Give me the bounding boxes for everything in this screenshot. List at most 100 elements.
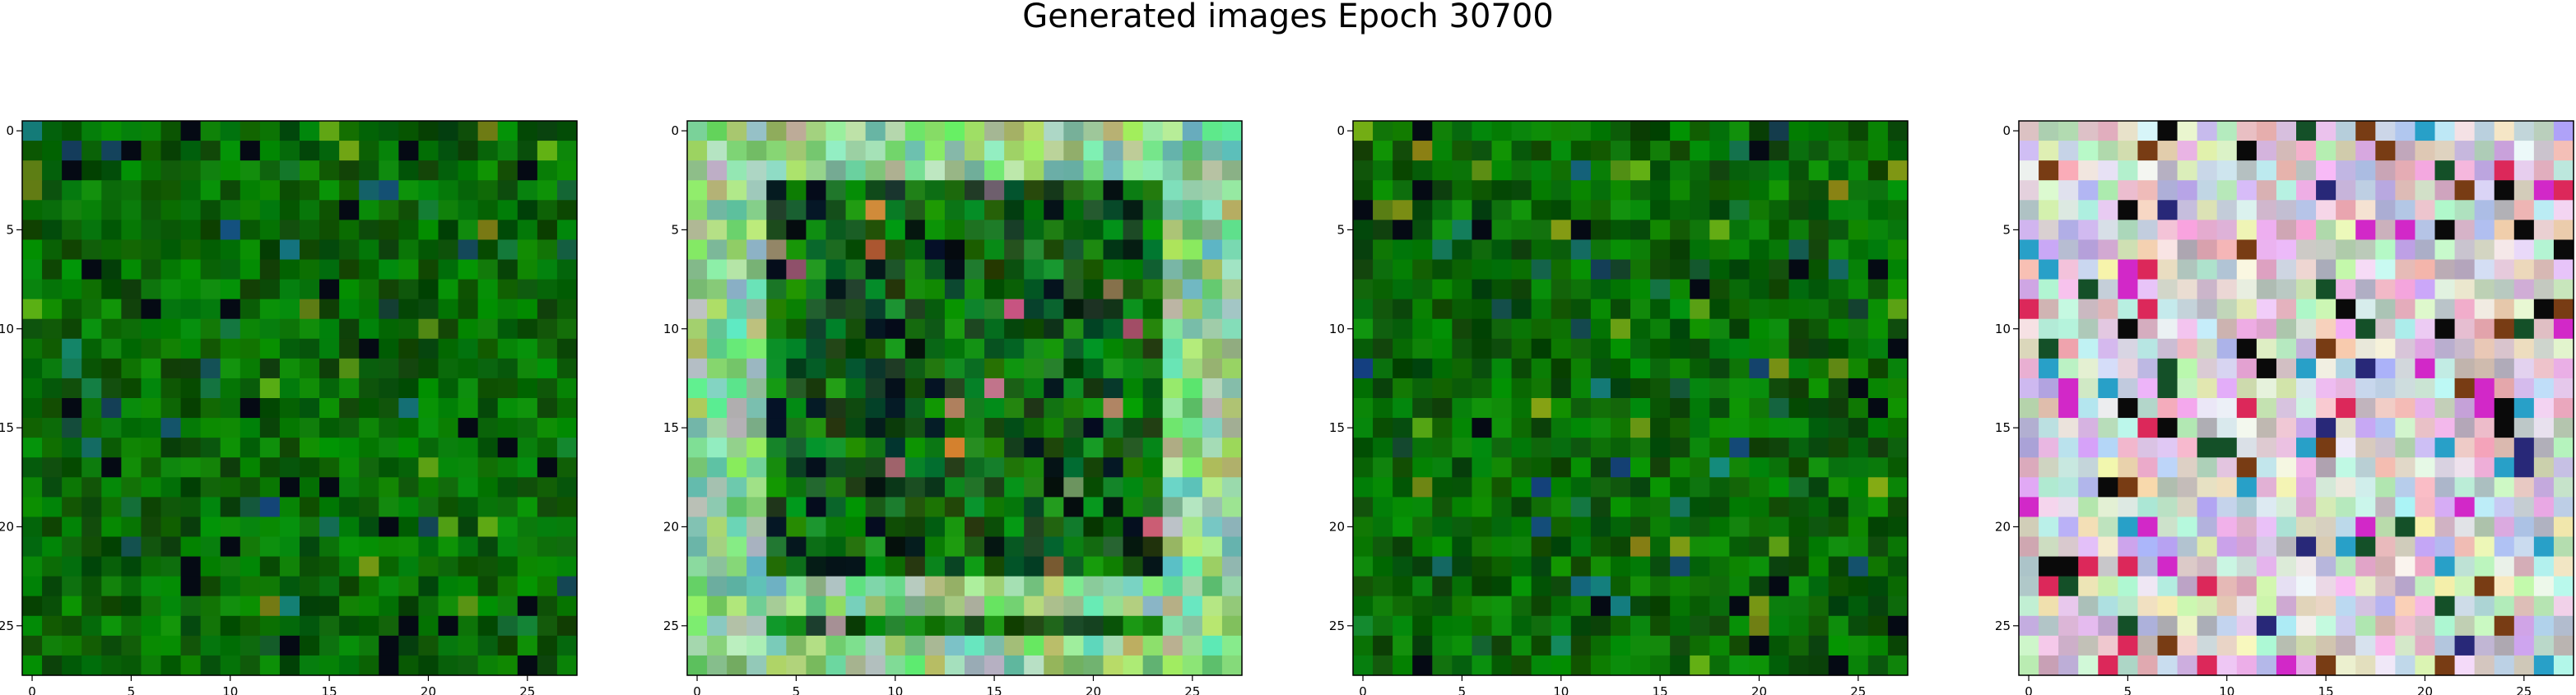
pixel-cell: [727, 279, 747, 300]
pixel-cell: [2474, 497, 2495, 518]
axes-frame: [21, 120, 578, 676]
y-tick-label: 0: [2002, 123, 2011, 138]
pixel-cell: [2454, 576, 2476, 597]
pixel-cell: [300, 259, 320, 280]
pixel-cell: [2454, 378, 2476, 399]
pixel-cell: [537, 279, 558, 300]
pixel-cell: [1432, 220, 1453, 241]
pixel-cell: [2256, 378, 2277, 399]
pixel-cell: [220, 220, 241, 241]
x-tick-label: 5: [128, 684, 136, 695]
pixel-cell: [2513, 457, 2535, 478]
pixel-cell: [2019, 180, 2039, 201]
pixel-cell: [1887, 180, 1909, 201]
pixel-cell: [2415, 220, 2436, 241]
pixel-cell: [2533, 160, 2555, 181]
pixel-cell: [806, 338, 827, 359]
pixel-cell: [1491, 180, 1513, 201]
pixel-cell: [845, 358, 867, 379]
pixel-cell: [239, 556, 261, 577]
pixel-cell: [379, 438, 399, 458]
pixel-cell: [1670, 338, 1690, 359]
pixel-cell: [121, 398, 142, 419]
pixel-cell: [556, 318, 578, 340]
pixel-cell: [924, 239, 946, 261]
pixel-cell: [1828, 239, 1849, 261]
pixel-cell: [2375, 477, 2396, 498]
pixel-cell: [1024, 299, 1044, 320]
pixel-cell: [1709, 220, 1730, 241]
pixel-cell: [1103, 299, 1124, 320]
pixel-cell: [1083, 536, 1104, 558]
pixel-cell: [259, 200, 281, 220]
pixel-cell: [1024, 595, 1044, 617]
pixel-cell: [1412, 536, 1433, 558]
pixel-cell: [477, 160, 499, 181]
pixel-cell: [220, 318, 241, 340]
y-tick-label: 20: [663, 519, 679, 534]
pixel-cell: [379, 398, 399, 419]
pixel-cell: [845, 338, 867, 359]
pixel-cell: [1472, 457, 1493, 478]
pixel-cell: [418, 160, 439, 181]
pixel-cell: [2137, 497, 2159, 518]
pixel-cell: [239, 239, 261, 261]
pixel-cell: [2177, 477, 2198, 498]
pixel-cell: [418, 536, 439, 558]
pixel-cell: [279, 318, 300, 340]
pixel-cell: [319, 438, 340, 458]
pixel-cell: [1630, 497, 1651, 518]
pixel-cell: [1024, 398, 1044, 419]
pixel-cell: [1610, 180, 1631, 201]
pixel-cell: [458, 239, 479, 261]
pixel-cell: [1491, 517, 1513, 538]
pixel-cell: [1142, 457, 1164, 478]
pixel-cell: [279, 635, 300, 656]
pixel-cell: [2454, 457, 2476, 478]
pixel-cell: [2197, 259, 2218, 280]
pixel-cell: [1024, 536, 1044, 558]
pixel-cell: [1729, 358, 1751, 379]
pixel-cell: [2533, 239, 2555, 261]
pixel-cell: [1063, 200, 1085, 220]
pixel-cell: [477, 536, 499, 558]
pixel-cell: [1412, 220, 1433, 241]
pixel-cell: [1709, 338, 1730, 359]
pixel-cell: [2276, 299, 2297, 320]
pixel-cell: [924, 318, 946, 340]
pixel-cell: [477, 576, 499, 597]
pixel-cell: [418, 477, 439, 498]
pixel-cell: [1103, 457, 1124, 478]
pixel-cell: [1511, 358, 1532, 379]
pixel-cell: [2197, 160, 2218, 181]
pixel-cell: [1221, 279, 1243, 300]
pixel-cell: [1353, 121, 1374, 141]
pixel-cell: [885, 358, 906, 379]
pixel-cell: [1063, 477, 1085, 498]
pixel-cell: [2395, 180, 2416, 201]
pixel-cell: [1769, 180, 1790, 201]
pixel-cell: [2336, 517, 2356, 538]
pixel-cell: [556, 615, 578, 637]
pixel-cell: [1769, 536, 1790, 558]
pixel-cell: [22, 615, 43, 637]
pixel-cell: [984, 299, 1005, 320]
pixel-cell: [1142, 398, 1164, 419]
pixel-cell: [1769, 160, 1790, 181]
pixel-cell: [418, 358, 439, 379]
pixel-cell: [300, 279, 320, 300]
pixel-cell: [1452, 595, 1473, 617]
pixel-cell: [537, 595, 558, 617]
pixel-cell: [2553, 655, 2574, 676]
pixel-cell: [1103, 121, 1124, 141]
pixel-cell: [2296, 615, 2317, 637]
pixel-cell: [2058, 497, 2079, 518]
pixel-cell: [1353, 160, 1374, 181]
pixel-cell: [497, 318, 518, 340]
pixel-cell: [160, 438, 182, 458]
pixel-cell: [2415, 358, 2436, 379]
pixel-cell: [1650, 239, 1671, 261]
pixel-cell: [359, 457, 379, 478]
pixel-cell: [200, 160, 221, 181]
pixel-cell: [1808, 595, 1830, 617]
